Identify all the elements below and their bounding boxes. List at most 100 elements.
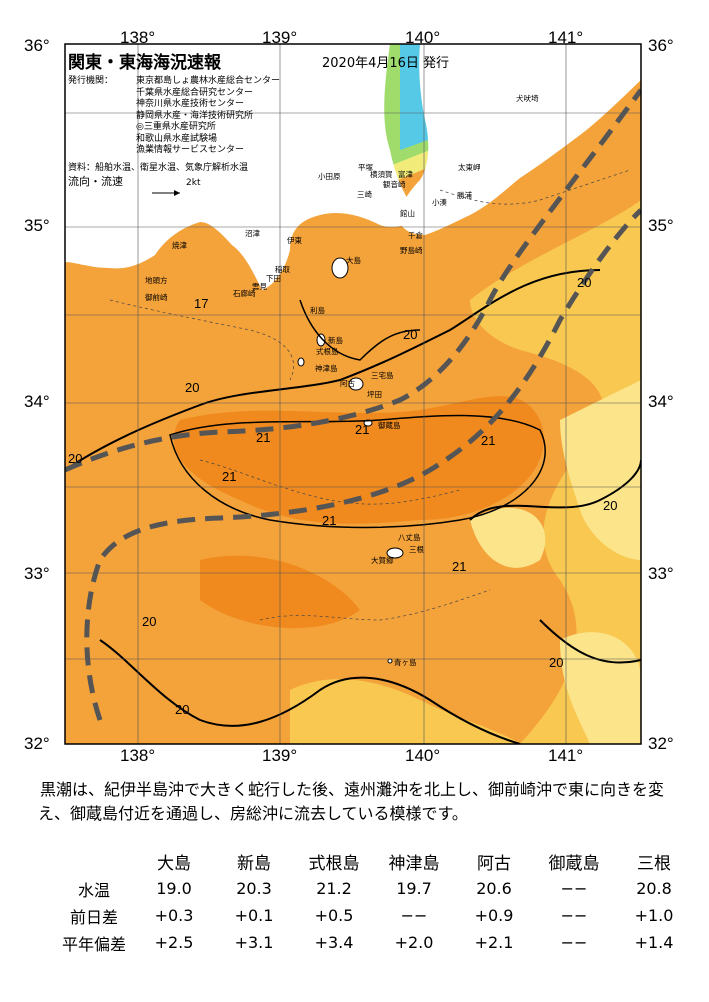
place-okago: 大賀郷 (371, 556, 394, 565)
table-header-row: 大島 新島 式根島 神津島 阿古 御蔵島 三根 (54, 848, 694, 875)
table-cell: +0.1 (234, 906, 274, 925)
place-nojimazaki: 野島崎 (400, 246, 423, 255)
issuer-list: 東京都島しょ農林水産総合センター 千葉県水産総合研究センター 神奈川県水産技術セ… (136, 76, 280, 157)
place-ito: 伊東 (287, 236, 302, 245)
place-kominato: 小湊 (432, 198, 447, 207)
place-taitomisaki: 太東岬 (458, 163, 481, 172)
lat-tick-35-right: 35° (648, 216, 674, 235)
lat-tick-36-right: 36° (648, 36, 674, 55)
column-header: 式根島 (308, 854, 360, 874)
lon-tick-138-bottom: 138° (120, 746, 156, 765)
isotherm-label: 21 (481, 433, 496, 448)
row-label: 平年偏差 (61, 934, 126, 954)
table-cell: +3.1 (234, 933, 274, 952)
table-cell: 20.6 (476, 879, 512, 898)
table-cell: 20.8 (636, 879, 672, 898)
place-mikurajima: 御蔵島 (378, 421, 401, 430)
lon-tick-140-bottom: 140° (405, 746, 441, 765)
table-cell: +2.5 (154, 933, 194, 952)
issuer-item: 神奈川県水産技術センター (136, 99, 245, 109)
column-header: 三根 (637, 854, 671, 874)
place-ako: 阿古 (340, 379, 355, 388)
place-mitsune: 三根 (409, 545, 424, 554)
lon-tick-141-top: 141° (548, 28, 584, 47)
place-kozushima: 神津島 (315, 364, 338, 373)
table-cell: 19.0 (156, 879, 192, 898)
isotherm-label: 20 (577, 275, 592, 290)
table-cell: −− (560, 879, 588, 898)
isotherm-label: 20 (142, 614, 157, 629)
place-shikinejima: 式根島 (316, 347, 339, 356)
map-frame (64, 43, 642, 745)
sea-surface-temperature-map (64, 43, 642, 745)
issuer-item: 静岡県水産・海洋技術研究所 (136, 110, 254, 121)
pale-eastern-patch (560, 380, 641, 560)
table-cell: +1.0 (634, 906, 674, 925)
isotherm-label: 20 (549, 655, 564, 670)
lat-tick-32-right: 32° (648, 734, 674, 753)
issuer-item: 千葉県水産総合研究センター (136, 87, 254, 98)
honshu-land (65, 44, 420, 290)
kozushima-island (297, 357, 305, 367)
lat-tick-33-right: 33° (648, 564, 674, 583)
place-yokosuka: 横須賀 (370, 170, 393, 179)
lon-tick-139-bottom: 139° (262, 746, 298, 765)
lon-tick-138-top: 138° (120, 28, 156, 47)
isotherm-20-south (99, 639, 521, 744)
place-toshima: 利島 (310, 306, 325, 315)
place-inubosaki: 犬吠埼 (516, 94, 539, 103)
lat-tick-32-left: 32° (24, 734, 50, 753)
lon-tick-140-top: 140° (405, 28, 441, 47)
place-shimoda: 下田 (266, 274, 281, 283)
isotherm-20-southeast (539, 619, 641, 664)
table-cell: +0.9 (474, 906, 514, 925)
isotherm-label: 21 (355, 422, 370, 437)
isotherm-label: 20 (68, 451, 83, 466)
depth-contour (439, 169, 631, 205)
isotherm-21-line (169, 414, 546, 529)
table-cell: +0.3 (154, 906, 194, 925)
depth-contour (109, 299, 294, 381)
column-header: 神津島 (388, 854, 440, 874)
isotherm-label: 21 (222, 469, 237, 484)
kuroshio-summary: 黒潮は、紀伊半島沖で大きく蛇行した後、遠州灘沖を北上し、御前崎沖で東に向きを変え… (38, 780, 665, 823)
isotherm-label: 20 (185, 380, 200, 395)
place-niijima: 新島 (328, 336, 343, 345)
place-odawara: 小田原 (318, 172, 341, 181)
place-hiratsuka: 平塚 (358, 163, 373, 172)
issuer-item: 漁業情報サービスセンター (136, 145, 245, 155)
boso-peninsula-land (398, 44, 641, 235)
hachijojima-island (386, 547, 404, 559)
place-chikura: 千倉 (408, 231, 423, 240)
place-katsuura: 勝浦 (457, 191, 472, 200)
column-header: 御蔵島 (548, 854, 600, 874)
table-cell: 20.3 (236, 879, 272, 898)
table-cell: +1.4 (634, 933, 674, 952)
isotherm-label: 21 (256, 430, 271, 445)
kuroshio-axis-south (84, 208, 641, 721)
table-cell: +0.5 (314, 906, 354, 925)
place-aogashima: 青ヶ島 (394, 658, 417, 667)
row-label: 前日差 (69, 907, 118, 927)
miyakejima-island (348, 377, 364, 391)
map-title: 関東・東海海況速報 (68, 53, 221, 73)
place-omaezaki: 御前崎 (145, 293, 168, 302)
table-cell: +2.1 (474, 933, 514, 952)
isotherm-20-east (469, 459, 641, 521)
isotherm-20-islands (299, 299, 421, 361)
place-futtsu: 富津 (398, 170, 413, 179)
table-row: 水温 19.0 20.3 21.2 19.7 20.6 −− 20.8 (54, 875, 694, 902)
table-cell: 21.2 (316, 879, 352, 898)
table-cell: +2.0 (394, 933, 434, 952)
row-label: 水温 (77, 880, 110, 900)
lon-tick-141-bottom: 141° (548, 746, 584, 765)
aogashima-island (387, 658, 393, 664)
isotherm-label: 20 (175, 702, 190, 717)
depth-contour (199, 459, 461, 505)
flow-scale: 2kt (186, 178, 201, 188)
pale-southeast-patch (560, 632, 641, 744)
isotherm-label: 21 (452, 559, 467, 574)
place-numazu: 沼津 (245, 229, 260, 238)
data-source: 資料：船舶水温、衛星水温、気象庁解析水温 (68, 163, 249, 173)
lat-tick-36-left: 36° (24, 36, 50, 55)
